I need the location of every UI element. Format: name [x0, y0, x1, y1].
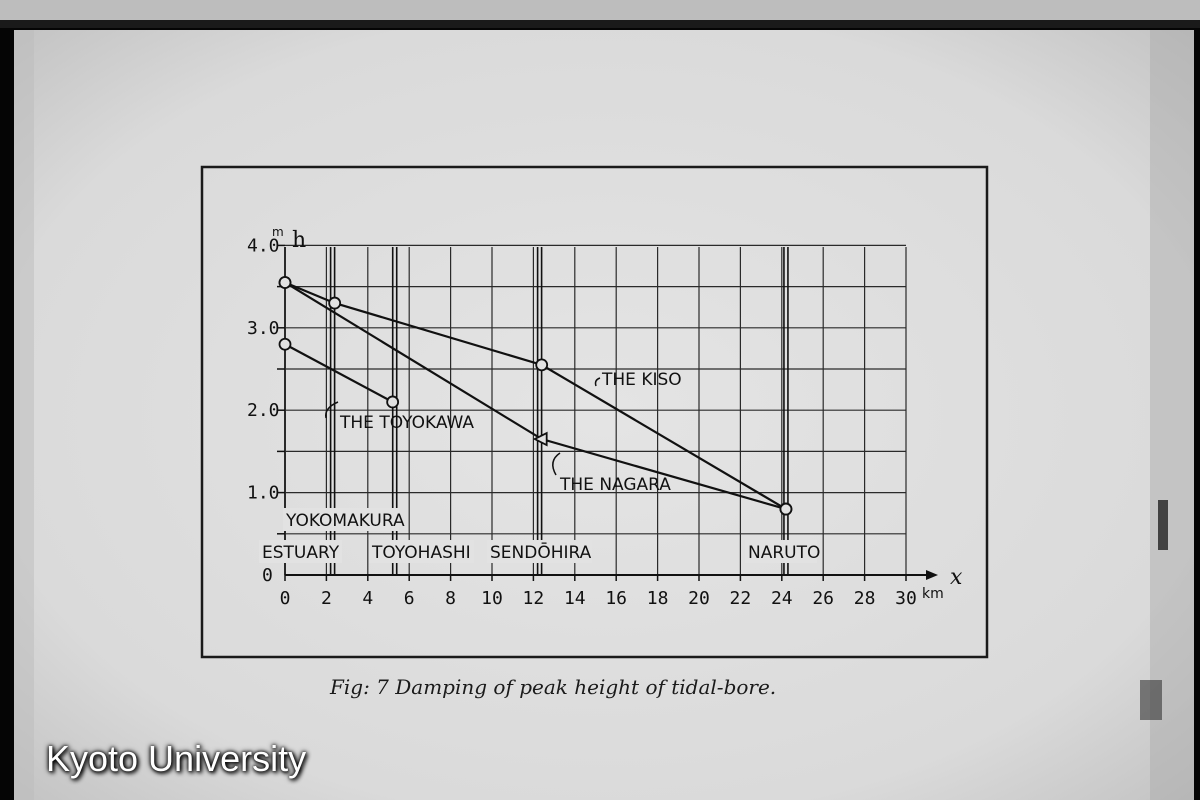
x-tick-label: 22: [730, 588, 752, 609]
x-tick-label: 28: [854, 588, 876, 609]
data-point: [386, 395, 400, 409]
data-point-triangle: [532, 431, 548, 447]
data-point: [278, 276, 292, 289]
location-label-bg: [283, 508, 399, 531]
series-label-leader: [594, 377, 601, 387]
x-tick-label: 16: [605, 588, 627, 609]
series-label: THE KISO: [601, 370, 682, 390]
x-tick-label: 12: [523, 588, 545, 609]
y-tick-label: 1.0: [247, 483, 280, 504]
figure-caption: Fig: 7 Damping of peak height of tidal-b…: [329, 675, 776, 699]
location-label-bg: [369, 540, 474, 563]
x-tick-label: 14: [564, 588, 586, 609]
labels: 01.02.03.04.00 2 4 6 8 10 12 14 16 18 20 22 24 26 28 30…: [247, 235, 917, 609]
x-axis-unit: km: [922, 586, 944, 602]
x-tick-label: 26: [812, 588, 834, 609]
x-tick-label: 6: [404, 588, 415, 609]
x-tick-label: 30: [895, 588, 917, 609]
location-label: TOYOHASHI: [371, 543, 471, 563]
y-axis-symbol: h: [292, 228, 306, 253]
x-tick-label: 0: [280, 588, 291, 609]
y-tick-label: 3.0: [247, 318, 280, 339]
series-label-leader: [552, 452, 561, 476]
location-label: ESTUARY: [262, 543, 340, 563]
series-label: THE TOYOKAWA: [339, 413, 474, 433]
x-tick-label: 10: [481, 588, 503, 609]
location-label: NARUTO: [748, 543, 820, 563]
series-line: [284, 343, 394, 403]
x-tick-label: 4: [362, 588, 373, 609]
y-tick-label: 2.0: [247, 400, 280, 421]
x-axis-symbol: x: [950, 565, 963, 590]
series-lines: [278, 276, 793, 516]
location-markers: [259, 247, 817, 575]
watermark: Kyoto University: [46, 738, 307, 779]
x-tick-label: 18: [647, 588, 669, 609]
location-label-bg: [259, 540, 342, 563]
series-line: [284, 281, 787, 511]
data-point: [779, 502, 793, 516]
x-tick-label: 20: [688, 588, 710, 609]
chart-frame: [200, 165, 989, 659]
data-point: [278, 337, 292, 351]
data-point: [535, 358, 549, 372]
y-tick-label: 4.0: [247, 235, 280, 256]
series-label-leader: [325, 401, 339, 419]
x-axis-arrow: [926, 570, 938, 580]
location-label-bg: [487, 540, 592, 563]
y-axis-unit: m: [272, 225, 284, 239]
location-label: SENDŌHIRA: [490, 541, 592, 563]
location-label-bg: [745, 540, 817, 563]
data-point: [328, 296, 342, 310]
x-tick-label: 24: [771, 588, 793, 609]
location-label: YOKOMAKURA: [285, 511, 405, 531]
x-tick-label: 2: [321, 588, 332, 609]
series-label: THE NAGARA: [559, 475, 671, 495]
y-tick-label: 0: [262, 565, 273, 586]
x-tick-label: 8: [445, 588, 456, 609]
board: [14, 30, 1194, 800]
